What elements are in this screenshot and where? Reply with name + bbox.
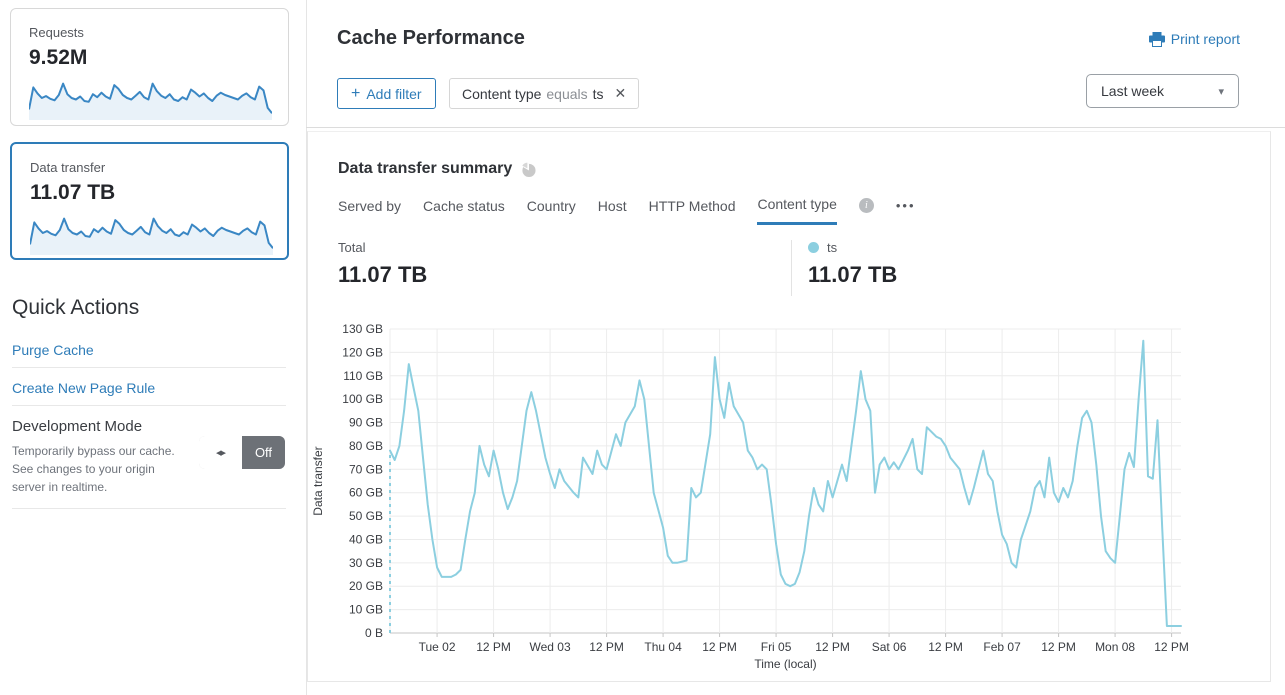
svg-text:130 GB: 130 GB [342,322,383,336]
svg-text:12 PM: 12 PM [815,640,850,654]
info-icon[interactable]: i [858,198,874,213]
pie-chart-icon [522,162,536,177]
tab-cache-status[interactable]: Cache status [423,197,505,214]
svg-text:80 GB: 80 GB [349,439,383,453]
development-mode-description: Temporarily bypass our cache. See change… [12,444,175,494]
filter-field: Content type [462,85,542,102]
divider [12,367,286,368]
svg-text:Data transfer: Data transfer [311,446,325,515]
filter-operator: equals [546,85,588,102]
development-mode-toggle[interactable]: ◂▸ Off [199,436,285,469]
stats-row: Total 11.07 TB ts 11.07 TB [338,240,1261,296]
filter-value: ts [592,85,604,102]
svg-text:12 PM: 12 PM [1041,640,1076,654]
filter-chip[interactable]: Content type equals ts ✕ [449,78,640,109]
time-range-select[interactable]: Last week ▾ [1086,74,1239,108]
svg-text:Fri 05: Fri 05 [761,640,792,654]
time-range-value: Last week [1101,83,1165,99]
create-page-rule-link[interactable]: Create New Page Rule [12,380,156,396]
total-value: 11.07 TB [338,262,428,287]
tab-host[interactable]: Host [597,197,627,214]
divider [12,405,286,406]
svg-text:Wed 03: Wed 03 [530,640,571,654]
svg-text:70 GB: 70 GB [349,462,383,476]
print-report-label: Print report [1170,31,1240,47]
more-tabs-button[interactable]: ••• [895,198,916,213]
ts-legend-dot [808,242,819,253]
svg-text:12 PM: 12 PM [589,640,624,654]
svg-text:90 GB: 90 GB [349,416,383,430]
add-filter-label: Add filter [366,85,422,102]
svg-text:100 GB: 100 GB [342,392,383,406]
tab-http-method[interactable]: HTTP Method [648,197,736,214]
page-title: Cache Performance [337,27,525,49]
svg-text:20 GB: 20 GB [349,579,383,593]
svg-text:30 GB: 30 GB [349,556,383,570]
svg-text:12 PM: 12 PM [1154,640,1189,654]
data-transfer-metric-card[interactable]: Data transfer 11.07 TB [10,142,289,260]
svg-text:40 GB: 40 GB [349,532,383,546]
add-filter-button[interactable]: + Add filter [337,78,436,109]
tab-served-by[interactable]: Served by [338,197,402,214]
svg-text:Mon 08: Mon 08 [1095,640,1135,654]
plus-icon: + [351,84,361,102]
data-transfer-chart[interactable]: 0 B 10 GB 20 GB 30 GB 40 GB 50 GB 60 GB 70 GB 80… [308,316,1233,686]
tab-content-type[interactable]: Content type [757,196,837,225]
total-label: Total [338,240,366,255]
summary-tabs: Served by Cache status Country Host HTTP… [338,196,916,225]
tab-country[interactable]: Country [526,197,576,214]
ts-legend-label: ts [827,240,838,255]
header-divider [306,127,1285,128]
sidebar: Requests 9.52M Data transfer 11.07 TB Qu… [0,0,306,695]
data-transfer-sparkline [30,217,273,255]
svg-text:Time (local): Time (local) [754,657,816,671]
svg-text:0 B: 0 B [365,626,383,640]
printer-icon [1148,31,1165,47]
svg-text:110 GB: 110 GB [343,369,383,383]
toggle-arrows-icon: ◂▸ [199,436,242,469]
svg-text:50 GB: 50 GB [349,509,383,523]
sidebar-separator [306,0,307,695]
data-transfer-summary-card: Data transfer summary Served by Cache st… [307,131,1271,682]
requests-metric-card[interactable]: Requests 9.52M [10,8,289,126]
quick-actions-title: Quick Actions [12,296,140,319]
svg-text:12 PM: 12 PM [476,640,511,654]
svg-text:12 PM: 12 PM [702,640,737,654]
remove-filter-icon[interactable]: ✕ [614,85,627,101]
svg-text:Thu 04: Thu 04 [644,640,682,654]
svg-text:10 GB: 10 GB [349,603,383,617]
ts-value: 11.07 TB [808,262,898,287]
requests-label: Requests [29,25,84,40]
print-report-button[interactable]: Print report [1148,31,1240,47]
ts-stat[interactable]: ts 11.07 TB [808,240,1261,296]
svg-text:12 PM: 12 PM [928,640,963,654]
divider [12,508,286,509]
svg-text:60 GB: 60 GB [349,486,383,500]
stat-separator [791,240,792,296]
svg-text:Tue 02: Tue 02 [419,640,456,654]
summary-title: Data transfer summary [338,160,513,177]
chevron-down-icon: ▾ [1218,85,1224,98]
svg-text:Sat 06: Sat 06 [872,640,907,654]
data-transfer-label: Data transfer [30,160,106,175]
data-transfer-value: 11.07 TB [30,181,116,204]
svg-text:Feb 07: Feb 07 [983,640,1021,654]
svg-text:120 GB: 120 GB [342,345,383,359]
toggle-state-label: Off [242,436,285,469]
purge-cache-link[interactable]: Purge Cache [12,342,94,358]
development-mode-title: Development Mode [12,418,143,435]
total-stat: Total 11.07 TB [338,240,791,296]
requests-value: 9.52M [29,46,88,69]
requests-sparkline [29,82,272,120]
